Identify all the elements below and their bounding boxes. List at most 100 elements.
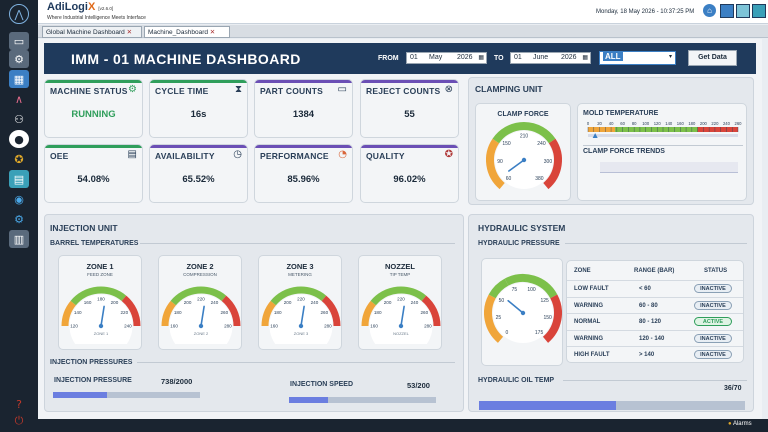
gauge-face xyxy=(269,294,333,344)
injection-pressure-fill xyxy=(53,392,108,398)
kpi-value: 16s xyxy=(190,109,207,120)
tab-bar: Global Machine Dashboard ✕ Machine_Dashb… xyxy=(38,25,768,38)
alarms-button[interactable]: ● Alarms xyxy=(728,421,752,427)
mold-value-marker xyxy=(592,133,598,138)
kpi-title: REJECT COUNTS xyxy=(366,86,441,96)
calendar-dropdown-icon[interactable]: ▦ xyxy=(582,55,588,61)
from-date-picker[interactable]: 01 May 2026 ▦ xyxy=(406,52,487,64)
table-row: LOW FAULT < 60 INACTIVE xyxy=(567,280,743,296)
close-icon[interactable]: ✕ xyxy=(209,29,216,36)
status-badge: INACTIVE xyxy=(694,284,732,293)
app-name-x: X xyxy=(87,1,96,13)
gauge-band-1 xyxy=(270,286,327,306)
mold-band-1 xyxy=(615,127,698,132)
kpi-card-machine-status: MACHINE STATUS ⚙ RUNNING xyxy=(44,79,143,138)
to-date-picker[interactable]: 01 June 2026 ▦ xyxy=(510,52,591,64)
tab-machine-dashboard[interactable]: Machine_Dashboard ✕ xyxy=(144,26,230,38)
gauge-band-0 xyxy=(261,300,277,327)
settings-icon[interactable]: ⚙ xyxy=(14,212,24,226)
hydraulic-pressure-gauge: 0 25 50 75 100 125 150 175 xyxy=(484,274,562,343)
clamping-unit-panel: CLAMPING UNIT CLAMP FORCE 60 90 150 210 240 3… xyxy=(468,77,754,205)
user-icon[interactable]: ⌂ xyxy=(703,4,716,17)
zone-cell: LOW FAULT xyxy=(574,286,609,292)
restore-icon[interactable] xyxy=(736,4,750,18)
injection-title: INJECTION UNIT xyxy=(50,223,118,233)
kpi-card-quality: QUALITY ✪ 96.02% xyxy=(360,144,459,203)
gauge-tick-label: 90 xyxy=(497,159,503,165)
from-month: May xyxy=(429,54,443,61)
column-zone: ZONE xyxy=(574,268,591,274)
kpi-accent-stripe xyxy=(255,80,352,83)
from-day: 01 xyxy=(410,54,418,61)
gauge-tick-label: 120 xyxy=(70,324,78,329)
chevron-down-icon[interactable]: ▾ xyxy=(668,54,672,60)
gauge-needle xyxy=(400,305,405,327)
top-bar: AdiLogiX [v2.6.0] Where Industrial Intel… xyxy=(38,0,768,24)
gauge-tick-label: 0 xyxy=(506,330,509,336)
gauge-tick-label: 200 xyxy=(384,300,392,305)
gauge-tick-label: 240 xyxy=(124,324,132,329)
table-row: HIGH FAULT > 140 INACTIVE xyxy=(567,346,743,362)
gauge-tick-label: 240 xyxy=(311,300,319,305)
get-data-button[interactable]: Get Data xyxy=(688,50,737,66)
tab-label: Global Machine Dashboard xyxy=(46,29,125,36)
gauge-tick-label: 180 xyxy=(274,310,282,315)
calendar-icon[interactable]: ▤ xyxy=(9,170,29,188)
mold-scale-tick: 100 xyxy=(642,121,650,126)
signal-icon[interactable]: ◉ xyxy=(14,192,24,206)
injection-pressure-bar xyxy=(53,392,200,398)
kpi-accent-stripe xyxy=(45,80,142,83)
gauge-tick-label: 220 xyxy=(297,297,305,302)
mold-scale-tick: 200 xyxy=(700,121,708,126)
mold-band-0 xyxy=(588,127,615,132)
machine-settings-icon[interactable]: ⚙ xyxy=(9,50,29,68)
gauge-hub xyxy=(520,310,526,316)
close-icon[interactable]: ✕ xyxy=(126,29,133,36)
gauge-center-label: ZONE 1 xyxy=(94,331,109,336)
gauge-hub xyxy=(98,323,104,329)
oil-temp-bar xyxy=(479,401,745,410)
app-name: AdiLogi xyxy=(47,1,88,13)
calendar-dropdown-icon[interactable]: ▦ xyxy=(478,55,484,61)
datetime: Monday, 18 May 2026 - 10:37:25 PM xyxy=(596,9,695,15)
gauge-tick-label: 220 xyxy=(197,297,205,302)
power-icon[interactable]: ⏻ xyxy=(14,414,24,427)
gauge-tick-label: 260 xyxy=(420,310,428,315)
kpi-card-availability: AVAILABILITY ◷ 65.52% xyxy=(149,144,248,203)
gauge-tick-label: 300 xyxy=(544,159,553,165)
gauge-tick-label: 125 xyxy=(540,298,549,304)
zone-title: ZONE 2 xyxy=(186,262,214,271)
kpi-accent-stripe xyxy=(45,145,142,148)
gauge-needle xyxy=(507,299,524,314)
tab-global-dashboard[interactable]: Global Machine Dashboard ✕ xyxy=(42,26,142,38)
kpi-title: MACHINE STATUS xyxy=(50,86,128,96)
zone-card-zone-1: ZONE 1 FEED ZONE 120 140 160 180 200 220 240 ZONE… xyxy=(58,255,142,350)
filter-select[interactable]: ALL ▾ xyxy=(599,51,676,65)
barrel-temp-title: BARREL TEMPERATURES xyxy=(50,240,139,247)
gauge-needle xyxy=(300,305,305,327)
analytics-icon[interactable]: ∧ xyxy=(14,92,24,106)
mold-scale-tick: 160 xyxy=(677,121,685,126)
app-logo-icon[interactable]: ⋀ xyxy=(9,4,29,24)
network-icon[interactable]: ⚇ xyxy=(14,112,24,126)
minimize-icon[interactable] xyxy=(720,4,734,18)
clock-check-icon: ◷ xyxy=(233,149,242,160)
hydraulic-system-panel: HYDRAULIC SYSTEM HYDRAULIC PRESSURE 0 25 5… xyxy=(468,214,754,412)
maximize-icon[interactable] xyxy=(752,4,766,18)
report-icon[interactable]: ▥ xyxy=(9,230,29,248)
monitor-icon[interactable]: ▭ xyxy=(9,32,29,50)
camera-icon[interactable]: ● xyxy=(9,130,29,148)
mold-temp-title: MOLD TEMPERATURE xyxy=(583,110,659,117)
gauge-tick-label: 220 xyxy=(120,310,128,315)
status-badge: ACTIVE xyxy=(694,317,732,326)
help-icon[interactable]: ? xyxy=(16,397,22,411)
gauge-band-0 xyxy=(484,294,504,343)
filter-value: ALL xyxy=(603,52,623,61)
kpi-value: 85.96% xyxy=(287,174,320,185)
gauge-band-1 xyxy=(170,286,227,306)
award-icon[interactable]: ✪ xyxy=(14,152,24,166)
from-year: 2026 xyxy=(457,54,473,61)
app-tagline: Where Industrial Intelligence Meets Inte… xyxy=(47,15,146,21)
kpi-value: 96.02% xyxy=(393,174,426,185)
dashboard-icon[interactable]: ▦ xyxy=(9,70,29,88)
